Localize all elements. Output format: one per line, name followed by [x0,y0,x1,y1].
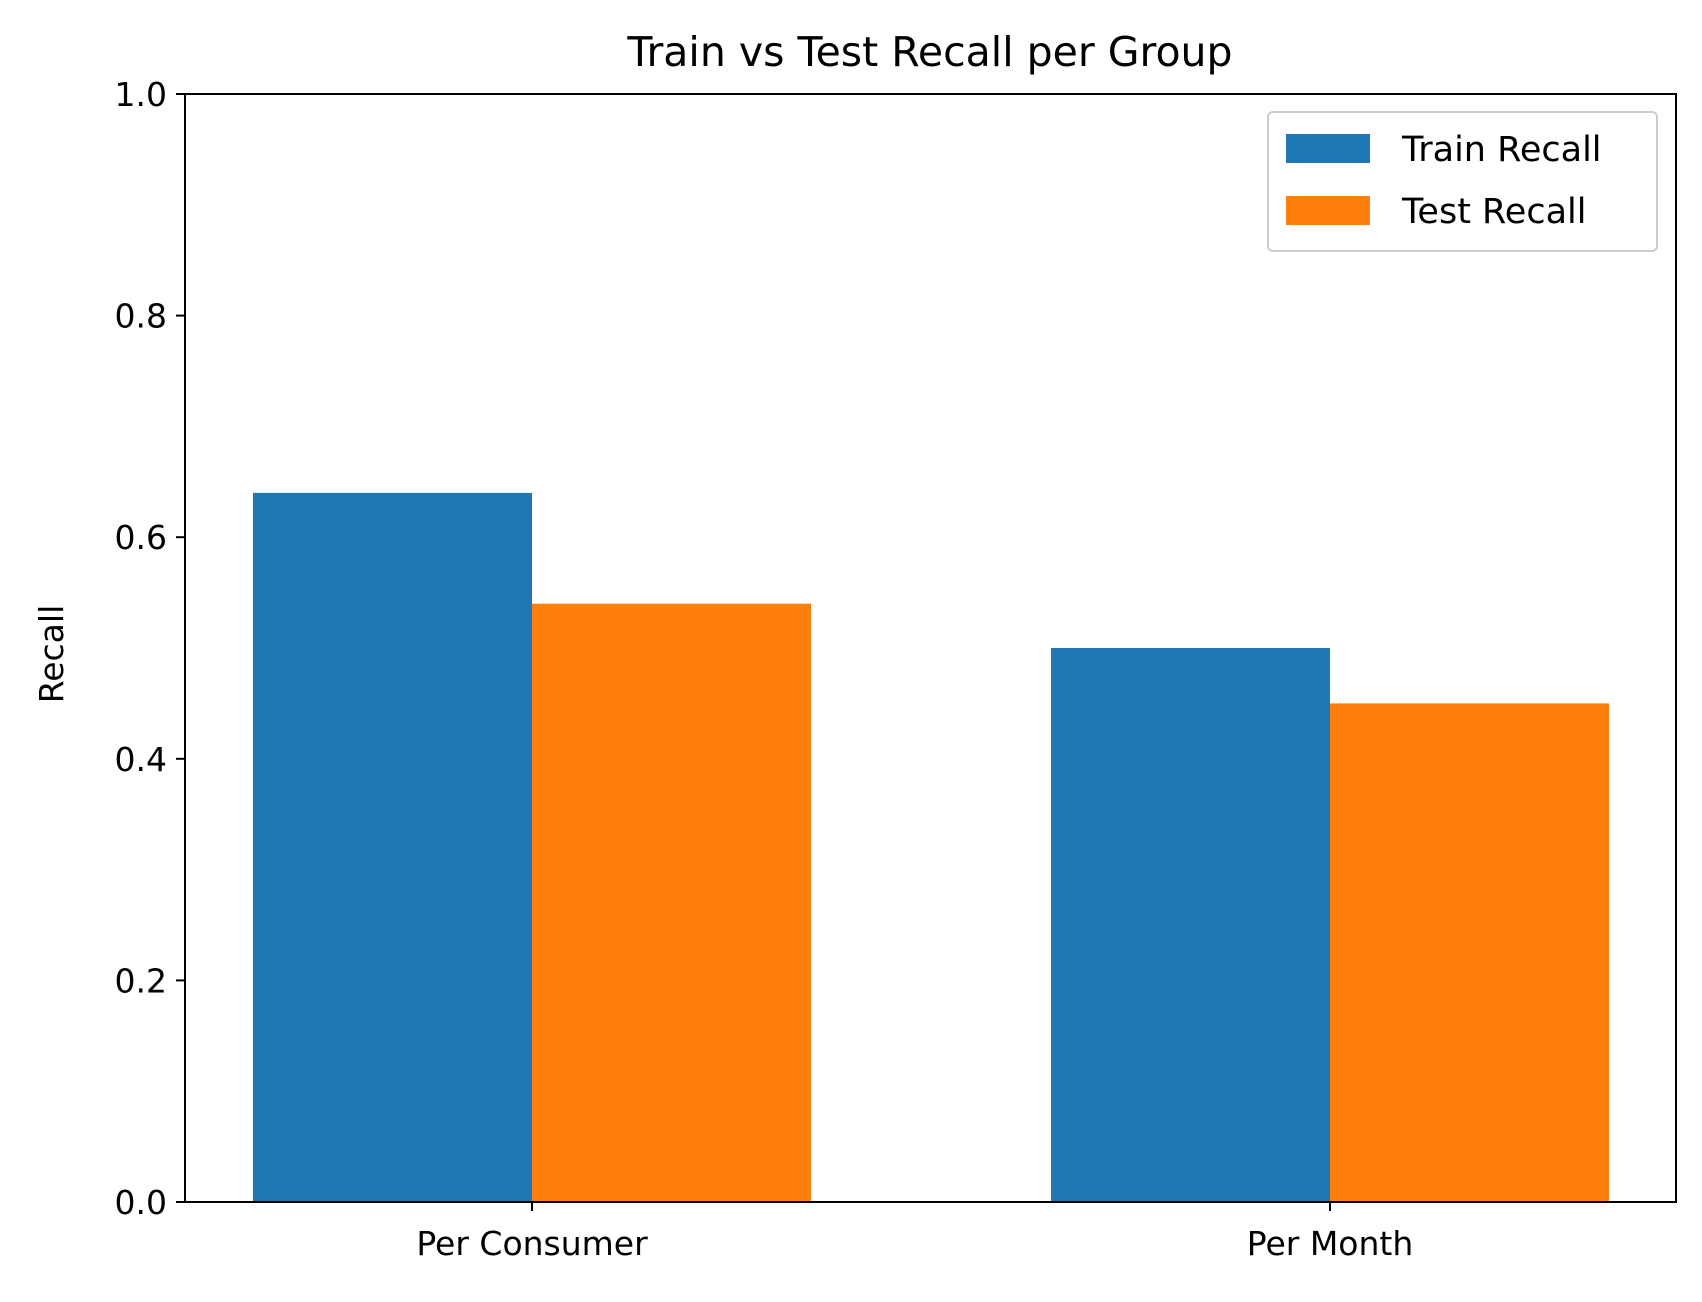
x-ticks: Per Consumer Per Month [416,1202,1413,1263]
y-tick-label: 1.0 [115,75,167,114]
y-tick-label: 0.0 [115,1183,167,1222]
bar-test-recall-1 [1330,703,1609,1202]
bar-train-recall-1 [1051,648,1330,1202]
chart-title: Train vs Test Recall per Group [626,28,1232,76]
plot-frame [184,93,1677,1203]
legend-swatch-train-recall [1286,134,1370,163]
bars-group [253,492,1609,1202]
y-ticks: 0.0 0.2 0.4 0.6 0.8 1.0 [115,75,185,1222]
bar-train-recall-0 [253,492,532,1202]
y-axis-label: Recall [32,605,71,703]
x-tick-label: Per Consumer [416,1224,648,1263]
x-tick-label: Per Month [1247,1224,1414,1263]
bar-test-recall-0 [532,603,811,1202]
legend: Train Recall Test Recall [1267,111,1658,252]
legend-label-train-recall: Train Recall [1401,130,1602,170]
y-tick-label: 0.2 [115,961,167,1000]
y-tick-label: 0.6 [115,518,167,557]
y-tick-label: 0.4 [115,740,167,779]
y-tick-label: 0.8 [115,297,167,336]
legend-label-test-recall: Test Recall [1401,192,1586,232]
legend-swatch-test-recall [1286,196,1370,225]
